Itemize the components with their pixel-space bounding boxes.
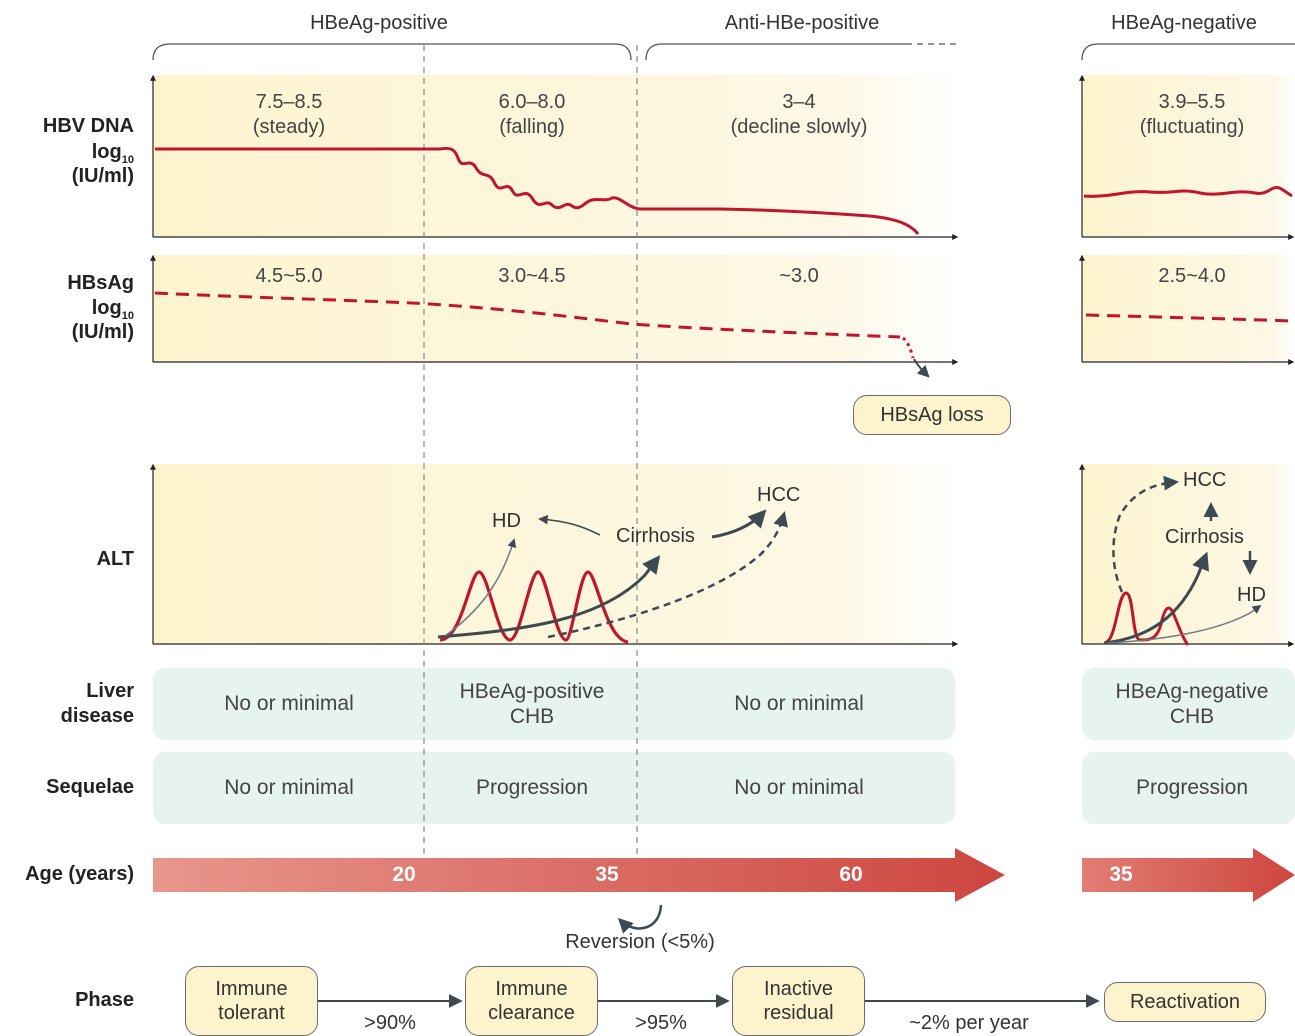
alt-hcc-right: HCC bbox=[1183, 469, 1227, 491]
label-hbv-dna-log-subscript: 10 bbox=[121, 154, 134, 166]
liver-disease-band-right bbox=[1082, 668, 1295, 740]
sequelae-reactivation: Progression bbox=[1135, 776, 1249, 799]
liver-disease-clearance-line1: HBeAg-positive bbox=[459, 680, 605, 703]
hbv-dna-panel-right bbox=[1082, 75, 1295, 237]
hcc-dashed-trajectory-left bbox=[547, 511, 788, 639]
cirrhosis-trajectory-right bbox=[1103, 551, 1210, 645]
hbsag-reactivation-value: 2.5~4.0 bbox=[1158, 265, 1226, 287]
hbsag-tolerant-value: 4.5~5.0 bbox=[255, 265, 323, 287]
hbv-dna-reactivation-range: 3.9–5.5 bbox=[1158, 91, 1226, 113]
hbsag-clearance-value: 3.0~4.5 bbox=[498, 265, 566, 287]
phase-reactivation: Reactivation bbox=[1104, 982, 1266, 1022]
alt-hd-left: HD bbox=[492, 510, 521, 532]
label-age: Age (years) bbox=[25, 863, 134, 885]
label-hbsag: HBsAg bbox=[67, 272, 134, 294]
header-hbeag-positive: HBeAg-positive bbox=[310, 12, 448, 34]
sequelae-tolerant: No or minimal bbox=[224, 776, 354, 799]
alt-flares-right bbox=[1105, 591, 1190, 646]
cirrhosis-to-hcc-arrow bbox=[711, 509, 767, 539]
transition-inactive-to-reactivation: ~2% per year bbox=[909, 1012, 1029, 1034]
liver-disease-reactivation-line2: CHB bbox=[1169, 705, 1215, 728]
sequelae-band bbox=[153, 752, 955, 824]
alt-hcc-left: HCC bbox=[757, 484, 801, 506]
alt-cirrhosis-left: Cirrhosis bbox=[616, 525, 695, 547]
transition-tolerant-to-clearance: >90% bbox=[364, 1012, 416, 1034]
liver-disease-tolerant: No or minimal bbox=[224, 692, 354, 715]
label-hbsag-log-subscript: 10 bbox=[121, 310, 134, 322]
phase-immune-tolerant: Immune tolerant bbox=[185, 966, 318, 1036]
sequelae-inactive: No or minimal bbox=[734, 776, 864, 799]
bracket-hbeag-positive bbox=[152, 43, 632, 61]
hbsag-loss-arrow bbox=[913, 358, 930, 378]
hbsag-curve-tail bbox=[901, 336, 915, 359]
hbv-dna-reactivation-trend: (fluctuating) bbox=[1139, 116, 1245, 138]
hcc-dashed-trajectory-right bbox=[1112, 475, 1179, 593]
liver-disease-band bbox=[153, 668, 955, 740]
liver-disease-inactive: No or minimal bbox=[734, 692, 864, 715]
hbv-dna-clearance-range: 6.0–8.0 bbox=[498, 91, 566, 113]
age-tick-60: 60 bbox=[839, 863, 863, 886]
bracket-hbeag-negative bbox=[1081, 43, 1295, 61]
label-hbv-dna: HBV DNA bbox=[42, 115, 134, 137]
sequelae-band-right bbox=[1082, 752, 1295, 824]
cirrhosis-trajectory-left bbox=[437, 555, 661, 639]
label-hbv-dna-log: log10 bbox=[91, 141, 134, 166]
sequelae-clearance: Progression bbox=[475, 776, 589, 799]
hd-trajectory-right bbox=[1107, 604, 1262, 644]
bracket-anti-hbe-positive bbox=[645, 43, 906, 61]
header-anti-hbe-positive: Anti-HBe-positive bbox=[724, 12, 880, 34]
hbsag-panel-right bbox=[1082, 255, 1295, 362]
label-alt: ALT bbox=[96, 548, 134, 570]
label-hbsag-log: log10 bbox=[91, 297, 134, 322]
label-phase: Phase bbox=[75, 989, 134, 1011]
header-hbeag-negative: HBeAg-negative bbox=[1111, 12, 1257, 34]
hbv-dna-tolerant-trend: (steady) bbox=[252, 116, 326, 138]
hbv-dna-inactive-range: 3–4 bbox=[782, 91, 816, 113]
transition-clearance-to-inactive: >95% bbox=[635, 1012, 687, 1034]
hd-trajectory-left bbox=[444, 538, 517, 637]
alt-cirrhosis-right: Cirrhosis bbox=[1165, 526, 1244, 548]
age-arrow-left bbox=[153, 848, 1005, 902]
label-sequelae: Sequelae bbox=[46, 776, 134, 798]
hbv-dna-curve bbox=[155, 146, 920, 235]
alt-hd-right: HD bbox=[1237, 584, 1266, 606]
hbsag-inactive-value: ~3.0 bbox=[779, 265, 819, 287]
age-tick-35: 35 bbox=[595, 863, 619, 886]
hbsag-loss-box: HBsAg loss bbox=[853, 395, 1011, 435]
hbsag-curve bbox=[154, 291, 901, 339]
age-tick-20: 20 bbox=[392, 863, 416, 886]
left-axes bbox=[150, 74, 959, 647]
label-disease: disease bbox=[60, 705, 134, 727]
label-hbsag-unit: (IU/ml) bbox=[71, 321, 134, 343]
label-liver: Liver bbox=[86, 680, 134, 702]
label-hbv-dna-unit: (IU/ml) bbox=[71, 165, 134, 187]
reversion-arrow bbox=[617, 904, 663, 934]
hbsag-panel bbox=[153, 255, 958, 362]
alt-flares-left bbox=[439, 570, 629, 644]
age-arrow-right bbox=[1082, 848, 1295, 902]
hbv-dna-panel bbox=[153, 75, 958, 237]
hbv-dna-inactive-trend: (decline slowly) bbox=[730, 116, 868, 138]
reversion-label: Reversion (<5%) bbox=[565, 931, 715, 953]
cirrhosis-to-hd-arrow bbox=[538, 514, 601, 536]
hbv-dna-curve-right bbox=[1083, 186, 1293, 198]
alt-panel bbox=[153, 464, 958, 644]
liver-disease-reactivation-line1: HBeAg-negative bbox=[1115, 680, 1269, 703]
hbv-dna-tolerant-range: 7.5–8.5 bbox=[255, 91, 323, 113]
hbsag-curve-right bbox=[1085, 313, 1294, 323]
phase-immune-clearance: Immune clearance bbox=[465, 966, 598, 1036]
liver-disease-clearance-line2: CHB bbox=[509, 705, 555, 728]
phase-inactive-residual: Inactive residual bbox=[732, 966, 865, 1036]
hbv-dna-clearance-trend: (falling) bbox=[499, 116, 565, 138]
age-tick-right-35: 35 bbox=[1109, 863, 1133, 886]
